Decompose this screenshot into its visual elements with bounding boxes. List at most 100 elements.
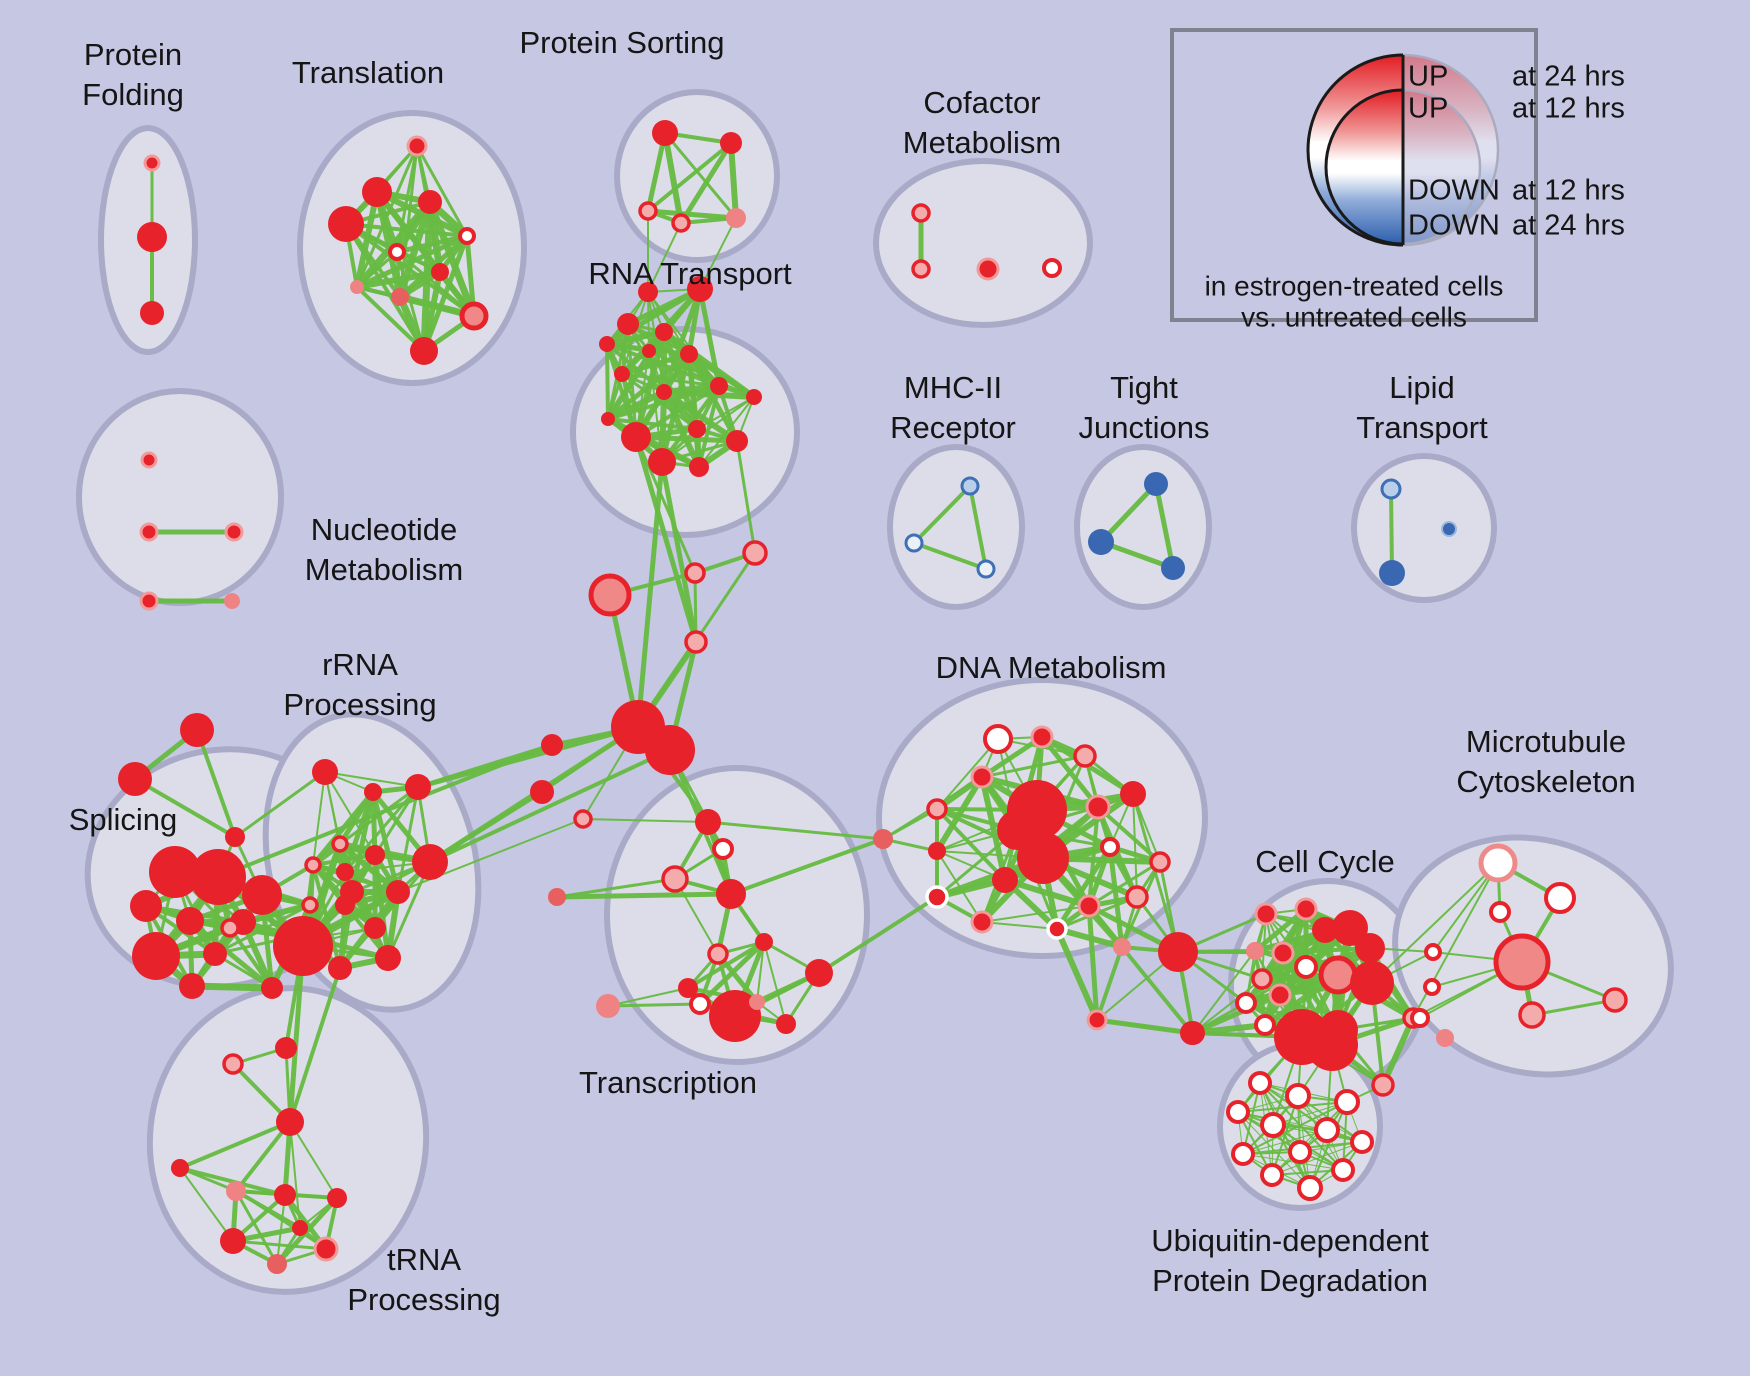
- cluster-tx-outline: [604, 765, 870, 1065]
- label-ub: Ubiquitin-dependent: [1151, 1223, 1429, 1258]
- label-cf: Cofactor: [923, 85, 1040, 120]
- label-mh: Receptor: [890, 410, 1016, 445]
- node-tx-0: [695, 809, 721, 835]
- legend-ring: [1306, 53, 1403, 247]
- edge: [324, 771, 376, 856]
- edge: [678, 140, 734, 226]
- edge: [661, 389, 757, 400]
- node-pf-0: [143, 154, 161, 172]
- node-rr-1: [364, 783, 382, 801]
- node-rt-14: [688, 420, 706, 438]
- edge: [324, 771, 419, 788]
- edge: [233, 770, 327, 839]
- edge: [646, 141, 733, 213]
- node-tx-6: [707, 943, 729, 965]
- node-ps-1: [720, 132, 742, 154]
- node-rr-4: [304, 856, 322, 874]
- node-dn-2: [1073, 744, 1097, 768]
- node-rt-8: [656, 384, 672, 400]
- edge: [1192, 978, 1263, 1034]
- edge: [373, 785, 420, 857]
- edge: [355, 285, 426, 353]
- edge: [981, 905, 1090, 923]
- node-tx-4: [548, 888, 566, 906]
- legend-time-1: at 12 hrs: [1512, 93, 1625, 125]
- node-cn-9: [180, 713, 214, 747]
- legend-caption: in estrogen-treated cells: [1205, 270, 1504, 301]
- node-cn-2: [588, 573, 632, 617]
- edge: [195, 728, 237, 839]
- node-mt-0: [1478, 843, 1518, 883]
- edge: [979, 734, 1045, 780]
- edge: [634, 384, 721, 439]
- edge: [817, 895, 939, 975]
- node-rr-10: [364, 917, 386, 939]
- edge: [1271, 1095, 1299, 1176]
- node-dn-21: [1086, 1009, 1108, 1031]
- edge: [231, 1239, 328, 1251]
- edge: [1054, 926, 1125, 950]
- edge: [699, 217, 737, 290]
- node-cn-6: [541, 734, 563, 756]
- label-nm: Nucleotide: [311, 512, 457, 547]
- edge: [288, 966, 342, 1124]
- node-tx-11: [596, 994, 620, 1018]
- edge: [1271, 1101, 1348, 1176]
- node-rr-14: [340, 880, 364, 904]
- cluster-labels: Protein Folding Translation Protein Sorting…: [69, 25, 1636, 1317]
- node-tr-3: [171, 1159, 189, 1177]
- node-tr-10: [292, 1220, 308, 1236]
- node-sp-2: [130, 890, 162, 922]
- node-cc-18: [1371, 1073, 1395, 1097]
- node-cc-11: [1268, 983, 1292, 1007]
- node-mt-5: [1602, 987, 1628, 1013]
- label-lp: Transport: [1356, 410, 1488, 445]
- label-nm: Metabolism: [305, 552, 464, 587]
- node-tx-2: [661, 865, 689, 893]
- edge: [706, 820, 885, 841]
- edge: [1192, 950, 1256, 1034]
- node-tr-1: [275, 1037, 297, 1059]
- node-ub-5: [1314, 1117, 1340, 1143]
- node-cc-14: [1181, 1021, 1205, 1045]
- node-tl-8: [391, 288, 409, 306]
- node-ps-2: [638, 201, 658, 221]
- edge: [178, 1166, 287, 1197]
- node-pf-2: [140, 301, 164, 325]
- legend-direction-3: DOWN: [1408, 210, 1500, 242]
- node-nm-3: [139, 591, 159, 611]
- node-ub-7: [1231, 1142, 1255, 1166]
- node-mt-4: [1518, 1001, 1546, 1029]
- node-dn-8: [1017, 832, 1069, 884]
- node-dn-14: [925, 885, 949, 909]
- node-dn-17: [1125, 885, 1149, 909]
- node-dn-12: [1149, 851, 1171, 873]
- node-cc-0: [1254, 902, 1278, 926]
- node-mh-1: [904, 533, 924, 553]
- edge: [1242, 1153, 1344, 1171]
- label-mt: Microtubule: [1466, 724, 1626, 759]
- node-lp-2: [1379, 560, 1405, 586]
- node-tr-2: [276, 1108, 304, 1136]
- edge: [697, 384, 721, 469]
- edge: [912, 484, 972, 545]
- node-cc-8: [1318, 955, 1358, 995]
- edge: [554, 891, 734, 900]
- label-tr: Processing: [347, 1282, 500, 1317]
- edge: [729, 837, 885, 896]
- node-nm-1: [139, 522, 159, 542]
- edge: [428, 790, 544, 864]
- node-cc-4: [1355, 933, 1385, 963]
- node-tx-7: [678, 978, 698, 998]
- node-tj-2: [1161, 556, 1185, 580]
- edge: [1131, 792, 1180, 954]
- edge: [634, 435, 697, 575]
- edge: [1086, 903, 1100, 1023]
- edge: [1190, 992, 1283, 1036]
- cluster-mh-outline: [887, 444, 1025, 610]
- node-cn-1: [742, 540, 768, 566]
- node-ub-6: [1350, 1130, 1374, 1154]
- edge: [415, 144, 469, 238]
